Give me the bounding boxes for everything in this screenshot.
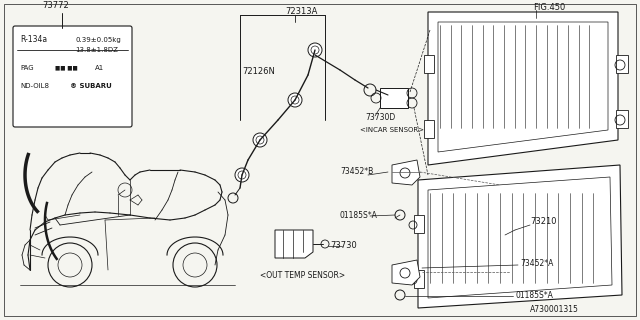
Text: 73772: 73772 [42,2,68,11]
Polygon shape [392,160,420,185]
Polygon shape [418,165,622,308]
Text: 73210: 73210 [530,218,557,227]
Text: 72126N: 72126N [242,68,275,76]
Text: 73730D: 73730D [365,114,396,123]
Circle shape [308,43,322,57]
Bar [414,215,424,233]
Text: ® SUBARU: ® SUBARU [70,83,112,89]
FancyBboxPatch shape [13,26,132,127]
Text: 13.8±1.8DZ: 13.8±1.8DZ [75,47,118,53]
Bar [380,88,408,108]
Bar [616,110,628,128]
Text: 73452*B: 73452*B [340,167,373,177]
Polygon shape [438,22,608,152]
Text: ND-OIL8: ND-OIL8 [20,83,49,89]
Bar [616,55,628,73]
Text: A1: A1 [95,65,104,71]
Circle shape [288,93,302,107]
Text: ■■ ■■: ■■ ■■ [55,66,77,70]
Text: <INCAR SENSOR>: <INCAR SENSOR> [360,127,424,133]
Polygon shape [428,177,612,298]
Text: 72313A: 72313A [285,7,317,17]
Circle shape [235,168,249,182]
Bar [414,270,424,288]
Text: 0.39±0.05kg: 0.39±0.05kg [75,37,121,43]
Bar [424,120,434,138]
Polygon shape [275,230,313,258]
Text: 01185S*A: 01185S*A [340,211,378,220]
Text: 01185S*A: 01185S*A [515,291,553,300]
Text: A730001315: A730001315 [530,306,579,315]
Polygon shape [392,260,420,285]
Polygon shape [428,12,618,165]
Text: <OUT TEMP SENSOR>: <OUT TEMP SENSOR> [260,270,345,279]
Circle shape [253,133,267,147]
Text: 73452*A: 73452*A [520,259,554,268]
Bar [424,55,434,73]
Text: 73730: 73730 [330,241,356,250]
Text: R-134a: R-134a [20,36,47,44]
Text: FIG.450: FIG.450 [533,4,565,12]
Text: PAG: PAG [20,65,34,71]
